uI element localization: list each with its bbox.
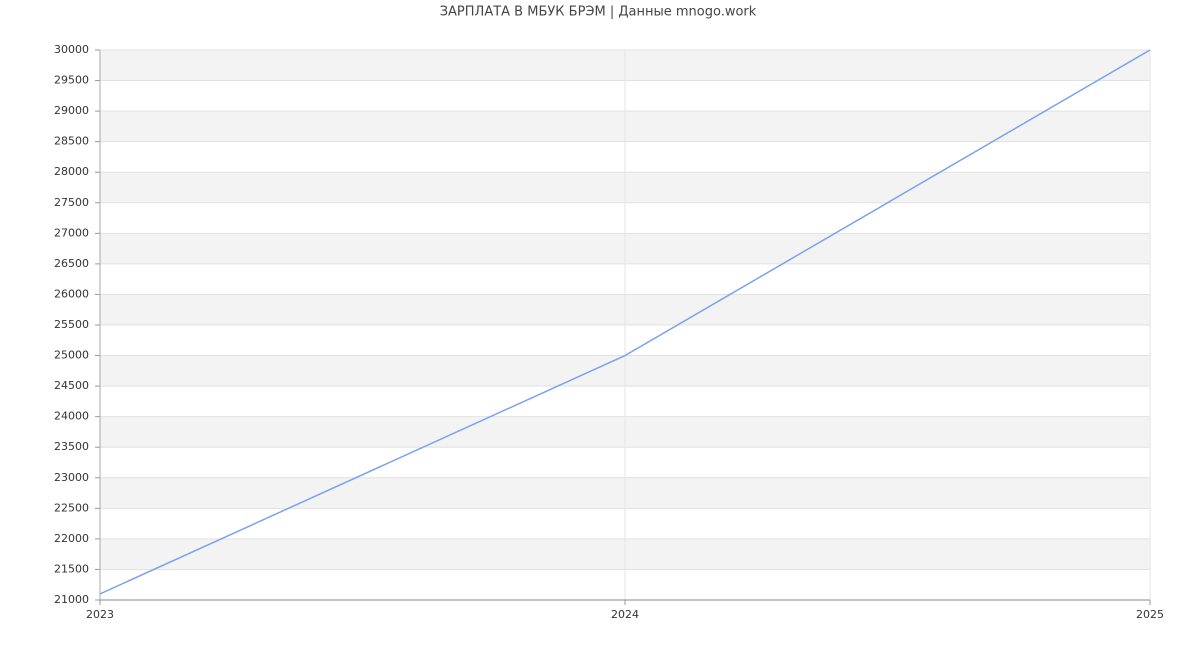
- line: [99, 49, 1151, 595]
- y-tick-label: 23500: [54, 440, 89, 453]
- y-tick-label: 27000: [54, 226, 89, 239]
- y-tick-label: 27500: [54, 196, 89, 209]
- y-tick-label: 29000: [54, 104, 89, 117]
- y-tick-label: 22500: [54, 501, 89, 514]
- y-tick-label: 28500: [54, 135, 89, 148]
- x-tick-label: 2024: [611, 608, 639, 621]
- y-tick-label: 30000: [54, 43, 89, 56]
- y-tick-label: 23000: [54, 471, 89, 484]
- y-tick-label: 26500: [54, 257, 89, 270]
- y-tick-label: 26000: [54, 287, 89, 300]
- y-tick-label: 28000: [54, 165, 89, 178]
- y-tick-label: 24000: [54, 410, 89, 423]
- y-tick-label: 29500: [54, 74, 89, 87]
- y-tick-label: 25500: [54, 318, 89, 331]
- y-tick-label: 21500: [54, 562, 89, 575]
- chart-title: ЗАРПЛАТА В МБУК БРЭМ | Данные mnogo.work: [440, 5, 757, 20]
- x-tick-label: 2025: [1136, 608, 1164, 621]
- y-tick-label: 21000: [54, 593, 89, 606]
- y-tick-label: 25000: [54, 349, 89, 362]
- y-tick-label: 24500: [54, 379, 89, 392]
- y-tick-label: 22000: [54, 532, 89, 545]
- x-tick-label: 2023: [86, 608, 114, 621]
